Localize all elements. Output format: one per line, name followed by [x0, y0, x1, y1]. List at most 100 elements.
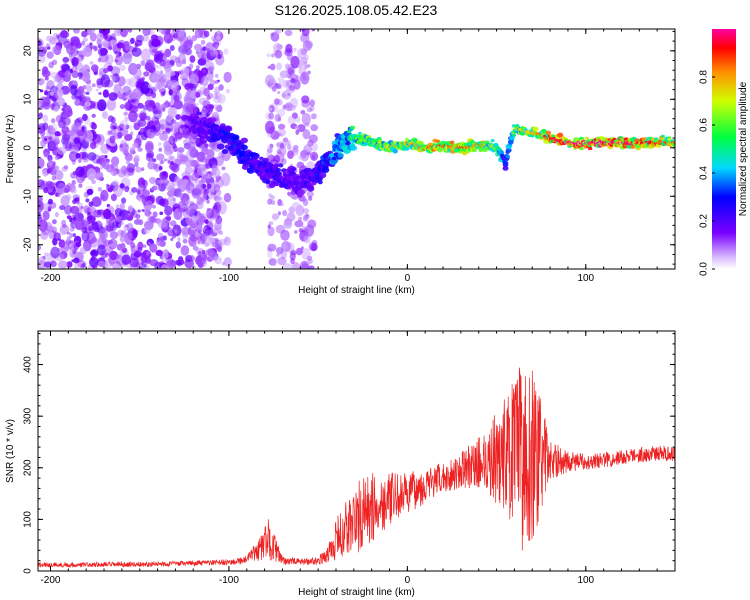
heatmap-cell [297, 189, 305, 196]
heatmap-cell [100, 189, 109, 202]
heatmap-cell [268, 193, 272, 198]
heatmap-cell [186, 141, 196, 153]
heatmap-cell [147, 160, 156, 170]
heatmap-cell [206, 199, 210, 204]
heatmap-cell [212, 91, 222, 104]
heatmap-cell [73, 257, 80, 264]
heatmap-cell [279, 142, 285, 149]
heatmap-cell [275, 151, 285, 164]
heatmap-cell [121, 197, 127, 204]
heatmap-cell [58, 118, 67, 128]
heatmap-cell [82, 47, 93, 57]
heatmap-cell [302, 62, 307, 67]
heatmap-cell [204, 229, 214, 240]
y-tick-label: -10 [23, 189, 34, 204]
heatmap-cell [167, 160, 171, 164]
heatmap-cell [122, 52, 133, 65]
heatmap-cell [132, 151, 136, 154]
heatmap-cell [332, 156, 337, 161]
x-tick-label: -200 [40, 273, 60, 284]
heatmap-cell [57, 260, 68, 269]
heatmap-cell [61, 126, 70, 135]
heatmap-cell [88, 201, 94, 207]
heatmap-cell [163, 146, 174, 156]
heatmap-cell [119, 143, 124, 148]
heatmap-cell [157, 83, 166, 92]
heatmap-cell [57, 238, 61, 241]
heatmap-cell [86, 168, 97, 181]
heatmap-cell [285, 80, 293, 88]
heatmap-cell [137, 209, 141, 213]
heatmap-cell [107, 187, 113, 193]
heatmap-cell [208, 65, 215, 72]
heatmap-cell [109, 46, 113, 51]
heatmap-cell [114, 51, 119, 55]
heatmap-cell [78, 151, 87, 160]
y-tick-label: 0 [23, 145, 34, 151]
heatmap-cell [169, 220, 177, 227]
heatmap-cell [162, 252, 169, 259]
heatmap-cell [174, 94, 180, 102]
heatmap-cell [183, 40, 193, 51]
heatmap-cell [169, 80, 180, 91]
heatmap-cell [179, 71, 184, 74]
heatmap-cell [103, 68, 109, 74]
heatmap-cell [137, 119, 147, 127]
heatmap-cell [98, 92, 102, 95]
heatmap-cell [277, 91, 281, 94]
heatmap-cell [93, 45, 98, 52]
heatmap-cell [545, 130, 551, 135]
heatmap-cell [276, 142, 280, 147]
heatmap-cell [46, 225, 54, 233]
heatmap-cell [119, 203, 125, 210]
heatmap-cell [295, 75, 301, 83]
heatmap-cell [52, 237, 58, 246]
heatmap-cell [177, 53, 186, 64]
heatmap-cell [291, 202, 301, 212]
heatmap-cell [54, 155, 60, 161]
heatmap-cell [85, 91, 90, 95]
heatmap-cell [274, 84, 280, 89]
heatmap-cell [216, 143, 225, 150]
heatmap-cell [46, 51, 54, 59]
heatmap-cell [98, 227, 108, 241]
heatmap-cell [173, 188, 182, 198]
heatmap-cell [543, 139, 549, 144]
heatmap-cell [160, 70, 164, 74]
heatmap-cell [86, 83, 92, 89]
heatmap-cell [45, 43, 51, 50]
heatmap-cell [214, 80, 219, 84]
plot-frame [37, 330, 676, 572]
heatmap-cell [131, 98, 140, 110]
heatmap-cell [185, 149, 195, 163]
heatmap-cell [135, 34, 145, 43]
heatmap-cell [302, 225, 306, 229]
heatmap-cell [89, 141, 97, 150]
heatmap-cell [66, 236, 72, 240]
heatmap-cell [156, 238, 165, 247]
heatmap-cell [169, 155, 174, 161]
heatmap-cell [301, 248, 311, 260]
heatmap-cell [210, 117, 217, 123]
heatmap-cell [271, 213, 280, 220]
heatmap-cell [214, 238, 219, 243]
heatmap-cell [273, 98, 280, 105]
heatmap-cell [177, 237, 181, 241]
heatmap-cell [73, 137, 80, 145]
heatmap-cell [196, 111, 202, 116]
heatmap-cell [79, 247, 87, 255]
heatmap-cell [117, 215, 123, 220]
heatmap-cell [264, 120, 275, 134]
heatmap-cell [126, 160, 131, 165]
heatmap-cell [145, 59, 155, 70]
heatmap-cell [91, 179, 96, 184]
heatmap-cell [268, 75, 275, 83]
heatmap-cell [199, 212, 207, 221]
heatmap-cell [298, 67, 307, 76]
heatmap-cell [130, 242, 136, 249]
heatmap-cell [40, 139, 46, 148]
heatmap-cell [44, 91, 48, 96]
heatmap-cell [120, 165, 128, 175]
heatmap-cell [502, 160, 509, 166]
heatmap-cell [62, 117, 71, 126]
